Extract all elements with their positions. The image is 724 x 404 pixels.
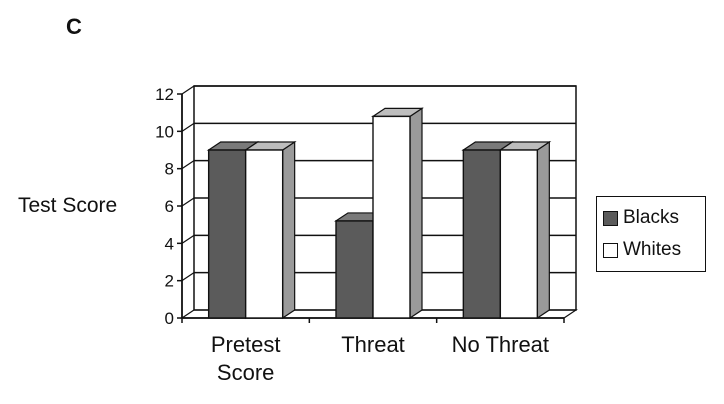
y-tick-label: 4 (165, 234, 174, 253)
bar-front-face (462, 149, 502, 319)
x-category-label-line: Score (217, 360, 274, 385)
bar-front-face (372, 115, 411, 319)
bar-side-face (282, 140, 296, 320)
x-category-label-0: Pretest Score (211, 332, 281, 385)
x-category-label-line: No Threat (452, 332, 549, 357)
y-tick-label: 2 (165, 272, 174, 291)
legend-item-blacks: Blacks (603, 205, 679, 231)
bars (206, 107, 552, 320)
legend: Blacks Whites (596, 196, 706, 272)
x-category-label-2: No Threat (452, 332, 549, 357)
x-category-label-1: Threat (341, 332, 405, 357)
y-tick-label: 8 (165, 160, 174, 179)
legend-swatch-blacks (603, 210, 618, 226)
bar-front-face (335, 220, 374, 319)
gridline-side (181, 197, 195, 207)
bar-front-face (499, 149, 539, 319)
bar-front-face (244, 149, 284, 319)
bar-whites-0 (243, 140, 297, 320)
gridline-side (181, 160, 195, 170)
legend-swatch-whites (603, 242, 618, 258)
x-category-label-line: Threat (341, 332, 405, 357)
bar-side-face (536, 140, 550, 320)
legend-label-blacks: Blacks (623, 207, 679, 228)
gridline-side (181, 122, 195, 132)
y-tick-label: 0 (165, 309, 174, 328)
x-category-label-line: Pretest (211, 332, 281, 357)
y-axis-label: Test Score (18, 194, 118, 217)
bar-whites-2 (498, 140, 552, 320)
legend-label-whites: Whites (623, 239, 682, 260)
gridline-side (181, 272, 195, 282)
bar-whites-1 (371, 107, 424, 320)
bar-front-face (207, 149, 247, 319)
y-tick-label: 10 (155, 122, 174, 141)
legend-item-whites: Whites (603, 237, 681, 263)
gridline-side (181, 234, 195, 244)
bar-side-face (409, 107, 423, 320)
y-tick-label: 12 (155, 85, 174, 104)
gridline-side (181, 85, 195, 95)
x-category-labels: Pretest Score Threat No Threat (211, 332, 549, 385)
y-tick-labels: 0 2 4 6 8 10 12 (155, 85, 174, 328)
panel-label: C (66, 14, 82, 39)
y-tick-label: 6 (165, 197, 174, 216)
